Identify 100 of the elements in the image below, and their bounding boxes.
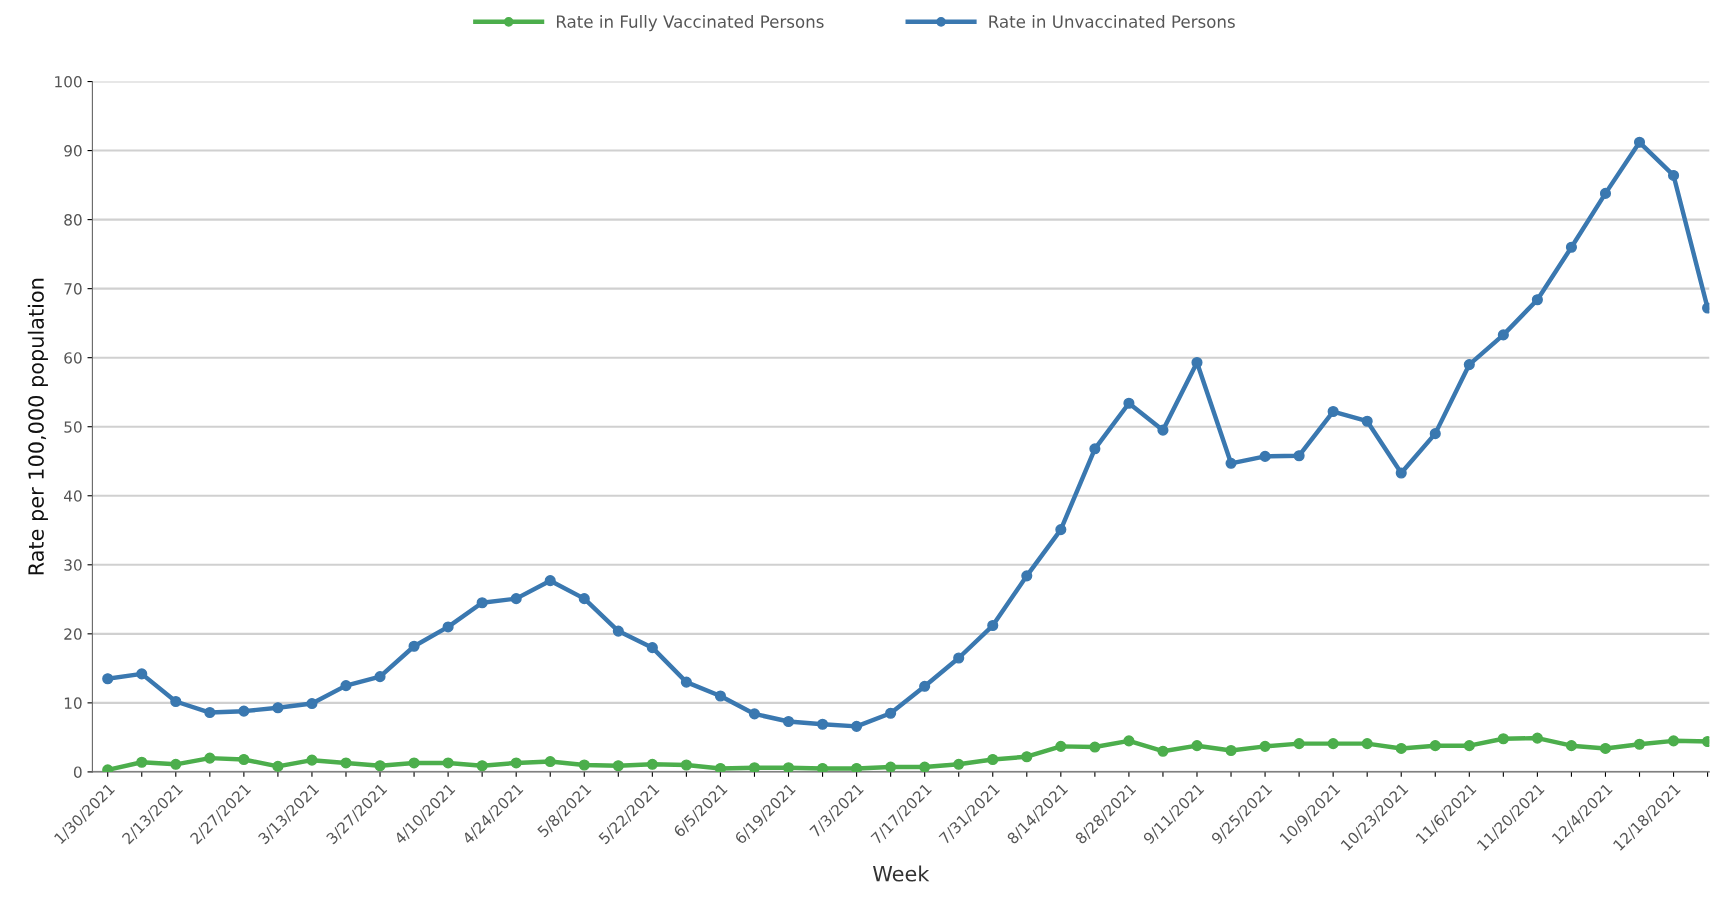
point [1531,294,1543,306]
point [1599,742,1612,754]
point [238,753,250,766]
point [1497,733,1509,745]
point [919,761,931,772]
point [646,642,658,654]
point [1327,738,1339,750]
point [408,640,420,652]
point [885,707,897,719]
point [476,597,488,609]
x-axis-title: Week [873,865,930,882]
point [1667,735,1680,747]
point [748,708,761,720]
y-tick-label: 40 [63,490,82,502]
point [1565,740,1577,752]
point [612,760,624,772]
point [680,759,692,771]
point [1089,741,1101,753]
point [987,619,999,632]
point [1089,443,1101,455]
point [170,695,182,708]
point [1123,397,1135,409]
point [680,676,692,688]
point [1633,136,1646,148]
point [1463,359,1475,371]
point [204,752,216,764]
point [1157,424,1169,436]
point [272,702,284,714]
point [578,759,590,771]
point [1633,738,1646,750]
y-tick-label: 70 [64,283,82,295]
point [238,705,250,717]
point [1531,732,1543,744]
y-tick-label: 90 [64,145,82,157]
point [816,762,829,772]
point [1463,740,1475,752]
point [1021,570,1033,582]
point [714,690,726,702]
point [204,706,216,719]
point [136,756,148,768]
point [1191,740,1203,752]
legend-label: Rate in Fully Vaccinated Persons [556,15,824,32]
point [374,760,386,772]
point [1055,740,1067,752]
point [714,762,726,772]
point [885,761,897,772]
point [919,680,931,692]
point [1123,735,1135,747]
point [102,673,114,685]
point [1021,751,1033,763]
point [851,762,863,772]
point [544,756,556,768]
point [510,593,522,605]
point [1259,450,1271,462]
point [1055,524,1067,536]
point [1259,740,1271,752]
point [953,652,965,664]
point [1157,745,1169,757]
point [476,760,488,772]
point [612,625,624,637]
point [340,757,352,769]
y-tick-label: 30 [64,559,82,571]
point [170,758,182,770]
y-tick-label: 0 [73,766,82,778]
point [374,671,386,683]
point [578,593,590,605]
point [646,758,658,770]
point [306,698,318,710]
point [816,718,829,730]
y-tick-label: 100 [55,76,82,88]
point [442,757,454,769]
point [442,621,454,633]
y-tick-label: 80 [64,214,82,226]
y-tick-label: 10 [64,697,82,709]
point [1429,740,1441,752]
point [340,680,352,692]
point [136,668,148,680]
point [1361,738,1373,750]
point [306,754,318,766]
point [1361,415,1373,427]
y-axis-title: Rate per 100,000 population [27,278,48,575]
point [1225,744,1237,757]
y-tick-label: 20 [64,628,82,640]
point [1293,738,1305,750]
point [1565,241,1577,253]
point [987,753,999,766]
point [1395,742,1407,754]
point [1293,450,1305,462]
y-tick-label: 50 [64,421,82,433]
point [1395,467,1407,479]
point [544,575,556,587]
y-tick-label: 60 [64,352,82,364]
point [953,758,965,770]
point [782,715,795,728]
point [1497,329,1509,341]
point [1429,428,1441,440]
point [510,757,522,769]
point [1599,187,1612,199]
point [1225,457,1237,469]
point [851,720,863,732]
